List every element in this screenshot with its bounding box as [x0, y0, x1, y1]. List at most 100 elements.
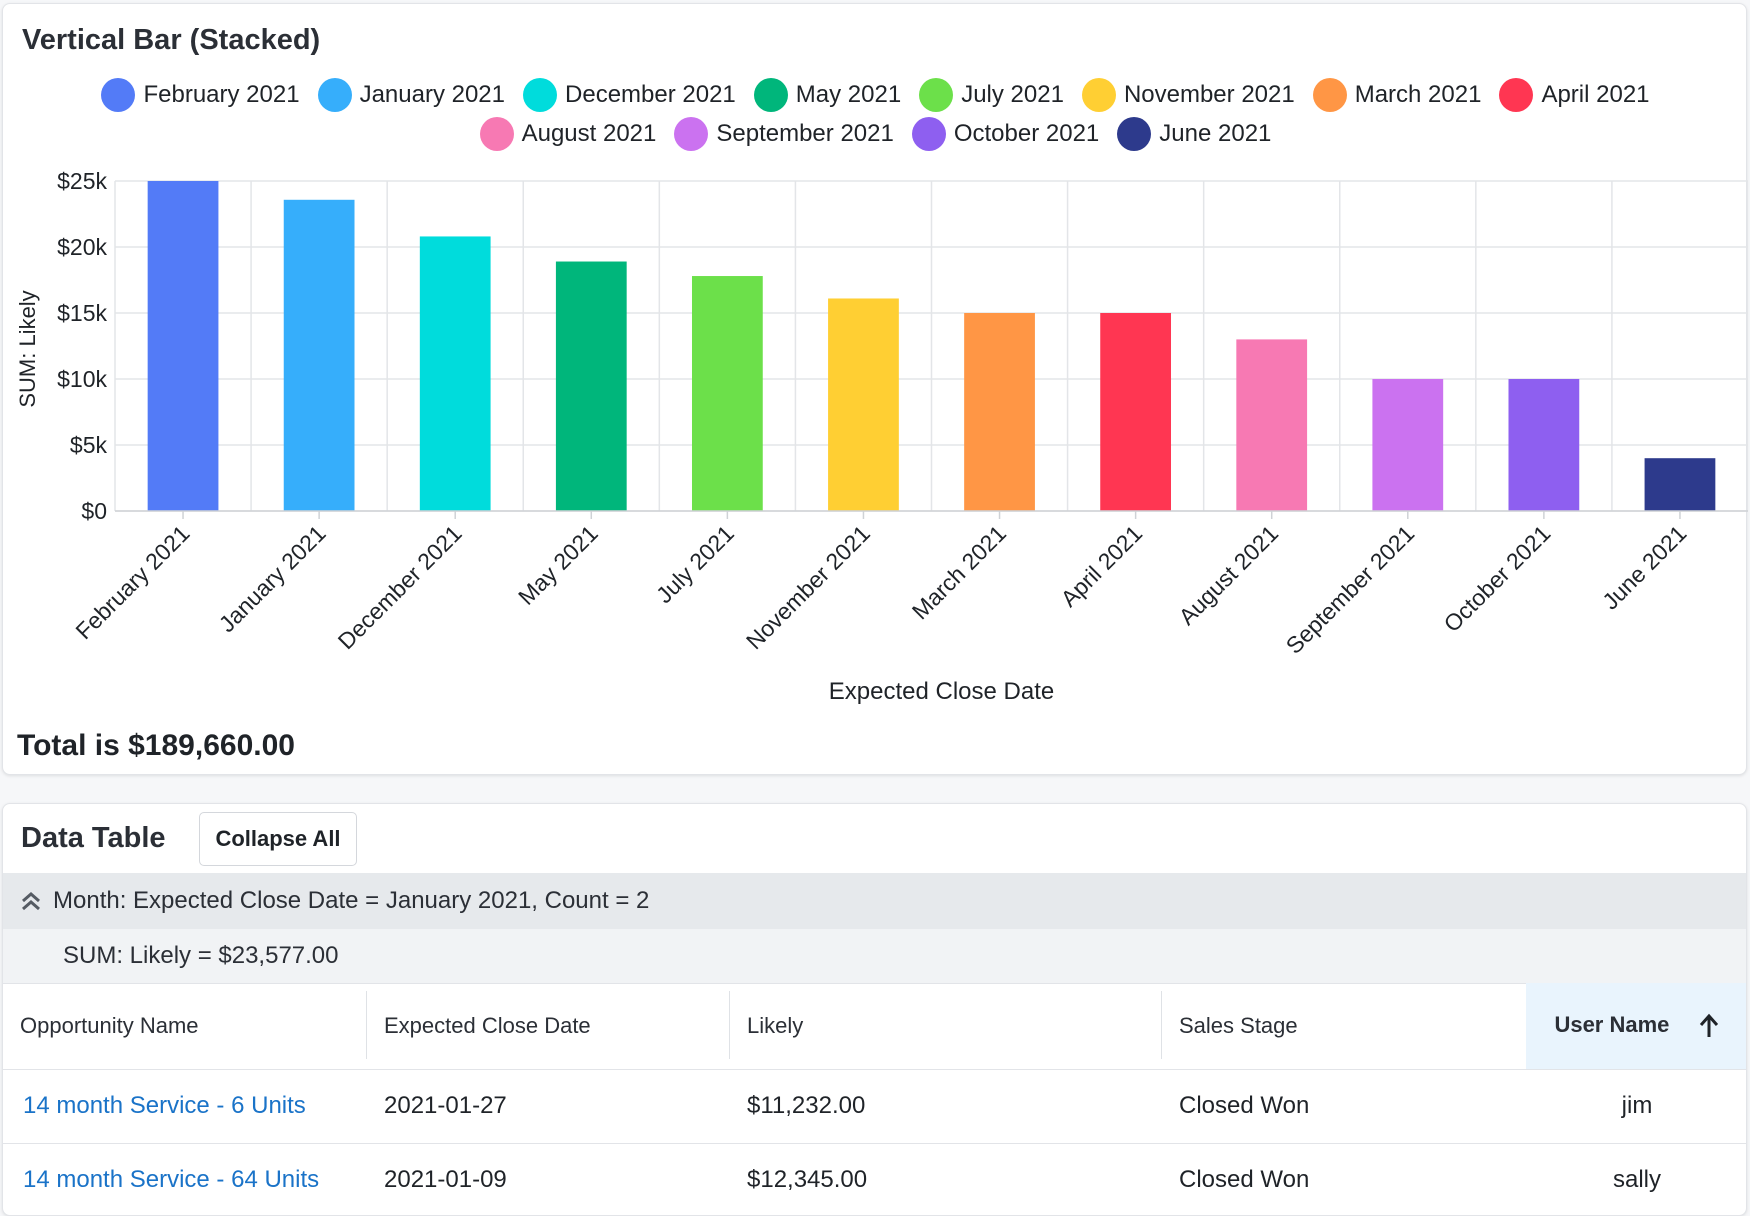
table-header-row: Opportunity Name Expected Close Date Lik…: [3, 983, 1746, 1070]
bar[interactable]: [1100, 313, 1172, 511]
table-cell: Closed Won: [1162, 1069, 1526, 1144]
chart-title: Vertical Bar (Stacked): [22, 24, 321, 56]
x-tick-label: February 2021: [70, 520, 194, 644]
x-tick-label: September 2021: [1281, 520, 1420, 659]
legend-label: March 2021: [1354, 81, 1482, 108]
column-header-likely[interactable]: Likely: [730, 983, 1162, 1070]
bar[interactable]: [555, 261, 627, 511]
column-header-label: Likely: [747, 1012, 804, 1038]
y-tick-label: $10k: [57, 366, 107, 392]
bar[interactable]: [1508, 379, 1580, 511]
legend-label: May 2021: [795, 81, 902, 108]
legend-swatch: [1499, 78, 1534, 112]
legend-item[interactable]: May 2021: [753, 78, 902, 112]
legend-label: December 2021: [565, 81, 736, 108]
legend-label: November 2021: [1123, 81, 1295, 108]
bar[interactable]: [147, 181, 219, 511]
bar[interactable]: [1644, 458, 1716, 511]
legend-swatch: [101, 78, 136, 112]
bar[interactable]: [964, 313, 1035, 511]
group-header[interactable]: Month: Expected Close Date = January 202…: [3, 873, 1746, 929]
x-tick-label: July 2021: [651, 520, 739, 608]
opportunity-link[interactable]: 14 month Service - 64 Units: [3, 1143, 367, 1215]
table-row: 14 month Service - 6 Units 2021-01-27 $1…: [3, 1069, 1746, 1144]
legend-item[interactable]: March 2021: [1312, 78, 1482, 112]
x-tick-label: June 2021: [1597, 520, 1691, 614]
y-tick-label: $0: [81, 498, 107, 524]
x-tick-label: August 2021: [1174, 520, 1284, 630]
y-tick-label: $20k: [57, 234, 107, 260]
legend-swatch: [523, 78, 558, 112]
table-cell: Closed Won: [1162, 1143, 1526, 1215]
group-header-label: Month: Expected Close Date = January 202…: [53, 887, 650, 914]
legend-swatch: [911, 117, 946, 151]
legend-item[interactable]: August 2021: [479, 117, 656, 151]
table-cell: jim: [1526, 1069, 1746, 1144]
legend-swatch: [674, 117, 709, 151]
legend-item[interactable]: February 2021: [101, 78, 300, 112]
collapse-all-button[interactable]: Collapse All: [199, 812, 357, 866]
column-header-label: Opportunity Name: [20, 1012, 199, 1038]
legend-label: September 2021: [716, 120, 894, 147]
legend-item[interactable]: November 2021: [1081, 78, 1295, 112]
bar[interactable]: [691, 276, 763, 511]
y-tick-label: $25k: [57, 168, 107, 194]
column-header-user-name[interactable]: User Name: [1526, 983, 1746, 1070]
column-header-opportunity-name[interactable]: Opportunity Name: [3, 983, 367, 1070]
legend-label: February 2021: [143, 81, 300, 108]
opportunity-link[interactable]: 14 month Service - 6 Units: [3, 1069, 367, 1144]
x-axis-title: Expected Close Date: [829, 678, 1054, 704]
data-table-title: Data Table: [21, 822, 166, 854]
y-tick-label: $15k: [57, 300, 107, 326]
legend-item[interactable]: October 2021: [911, 117, 1100, 151]
bar[interactable]: [828, 298, 899, 511]
legend-label: July 2021: [961, 81, 1064, 108]
x-tick-label: November 2021: [741, 520, 875, 654]
table-cell: 2021-01-09: [367, 1143, 730, 1215]
table-row: 14 month Service - 64 Units 2021-01-09 $…: [3, 1143, 1746, 1215]
x-tick-label: May 2021: [513, 520, 603, 610]
x-tick-label: April 2021: [1056, 520, 1148, 612]
column-header-expected-close-date[interactable]: Expected Close Date: [367, 983, 730, 1070]
legend-item[interactable]: January 2021: [317, 78, 506, 112]
table-cell: sally: [1526, 1143, 1746, 1215]
data-table-card: Data Table Collapse All Month: Expected …: [2, 803, 1747, 1216]
column-header-sales-stage[interactable]: Sales Stage: [1162, 983, 1526, 1070]
legend-label: June 2021: [1159, 120, 1272, 147]
legend-swatch: [317, 78, 352, 112]
y-axis-title: SUM: Likely: [15, 290, 40, 407]
chart-card: Vertical Bar (Stacked) February 2021 Janu…: [2, 3, 1748, 775]
chart-legend-row: February 2021 January 2021 December 2021 Ma…: [3, 78, 1748, 112]
legend-swatch: [1117, 117, 1152, 151]
chart-total: Total is $189,660.00: [17, 729, 295, 762]
legend-swatch: [919, 78, 954, 112]
column-header-label: User Name: [1554, 1012, 1670, 1038]
x-tick-label: October 2021: [1438, 520, 1555, 637]
bar[interactable]: [1236, 339, 1308, 511]
legend-item[interactable]: September 2021: [674, 117, 894, 151]
bar[interactable]: [419, 236, 491, 511]
x-tick-label: December 2021: [333, 520, 467, 654]
table-cell: $12,345.00: [730, 1143, 1162, 1215]
legend-swatch: [1081, 78, 1116, 112]
column-header-label: Expected Close Date: [384, 1012, 591, 1038]
legend-swatch: [1312, 78, 1347, 112]
y-tick-label: $5k: [70, 432, 108, 458]
legend-swatch: [479, 117, 514, 151]
legend-label: October 2021: [953, 120, 1100, 147]
sort-ascending-icon[interactable]: [1698, 1013, 1720, 1039]
bar[interactable]: [283, 199, 355, 511]
legend-item[interactable]: July 2021: [919, 78, 1064, 112]
table-cell: 2021-01-27: [367, 1069, 730, 1144]
legend-item[interactable]: December 2021: [523, 78, 736, 112]
legend-swatch: [753, 78, 788, 112]
group-summary: SUM: Likely = $23,577.00: [3, 929, 1746, 984]
legend-item[interactable]: April 2021: [1499, 78, 1650, 112]
legend-label: April 2021: [1541, 81, 1650, 108]
legend-item[interactable]: June 2021: [1117, 117, 1271, 151]
data-table: Opportunity Name Expected Close Date Lik…: [3, 983, 1746, 1215]
double-chevron-up-icon[interactable]: [19, 889, 43, 913]
bar[interactable]: [1372, 379, 1444, 511]
legend-label: January 2021: [359, 81, 506, 108]
column-header-label: Sales Stage: [1179, 1012, 1298, 1038]
